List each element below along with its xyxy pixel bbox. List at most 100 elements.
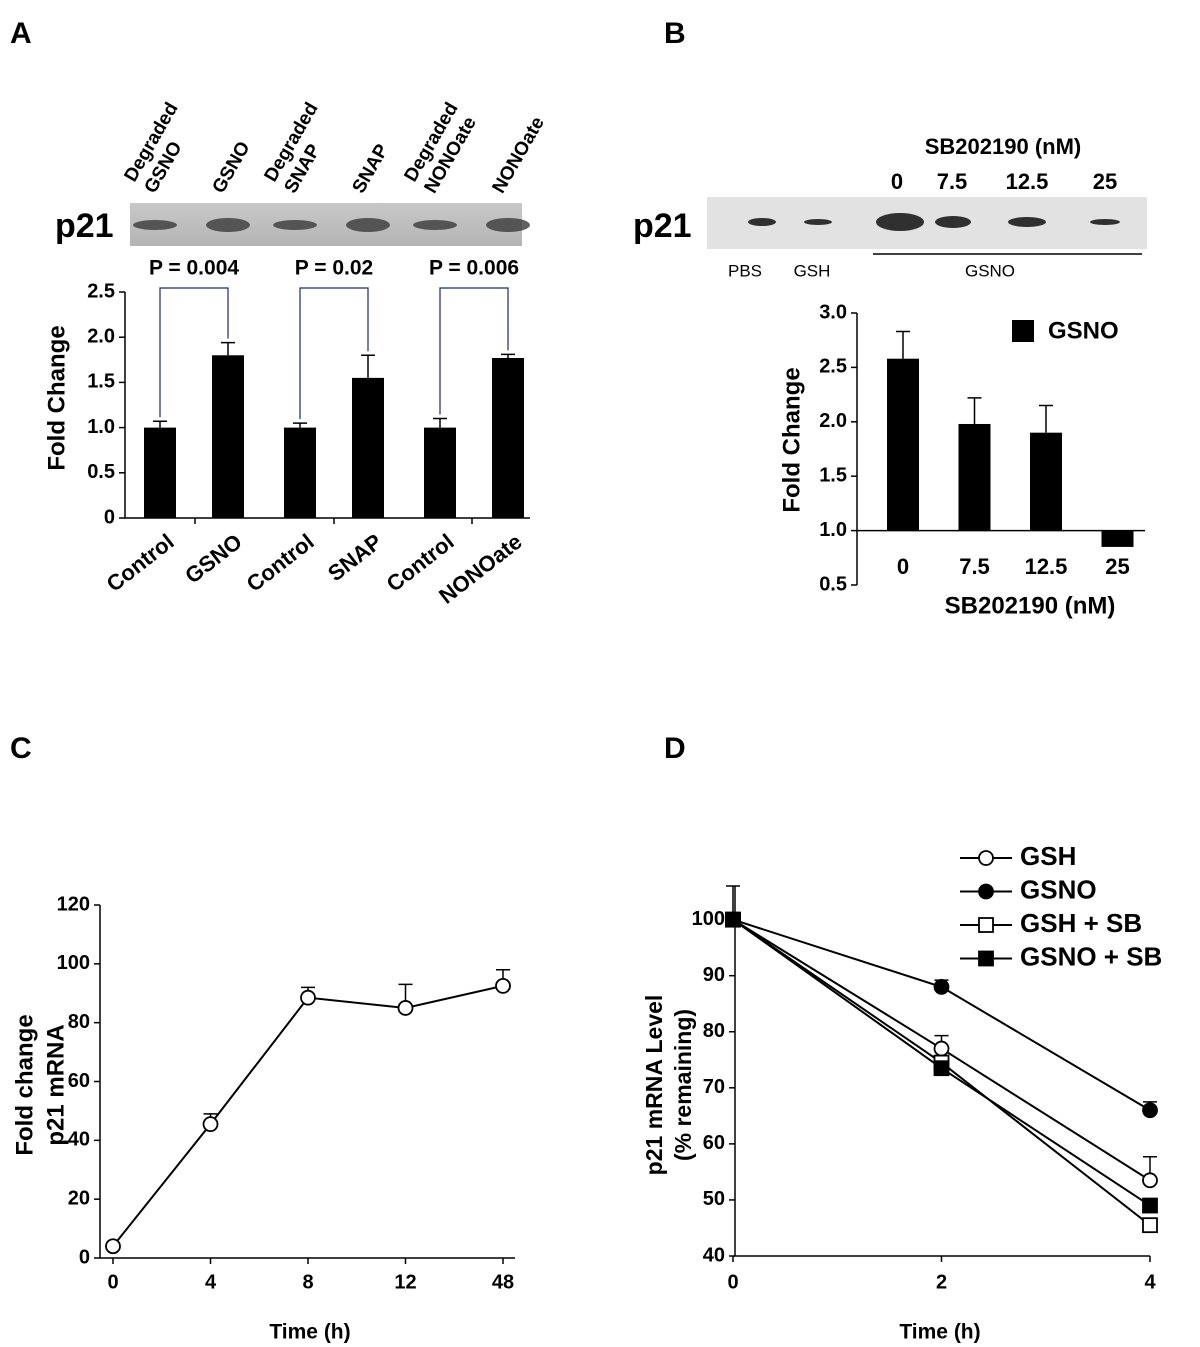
blot-band <box>935 216 971 228</box>
blot-band <box>346 218 390 232</box>
bar <box>424 427 456 518</box>
blot-band <box>1090 219 1120 225</box>
y-tick-label: 90 <box>703 964 725 986</box>
y-tick-label: 0 <box>104 506 115 528</box>
panel-label: D <box>664 732 686 765</box>
marker <box>495 977 511 994</box>
panel-label: C <box>10 732 32 765</box>
line <box>112 984 504 1247</box>
y-axis-label: Fold change <box>11 1014 38 1155</box>
legend-marker <box>978 917 994 933</box>
y-axis-label: (% remaining) <box>670 1009 696 1161</box>
blot-label: p21 <box>55 207 114 245</box>
p-value: P = 0.006 <box>429 257 519 280</box>
bar <box>887 358 919 531</box>
y-tick-label: 80 <box>703 1020 725 1042</box>
y-tick-label: 100 <box>57 952 90 974</box>
axis <box>124 292 530 519</box>
marker <box>725 911 741 928</box>
y-tick-label: 0 <box>79 1246 90 1268</box>
marker <box>1142 1172 1158 1189</box>
marker <box>933 1040 950 1057</box>
blot-dose: 12.5 <box>1006 169 1049 194</box>
marker <box>300 989 316 1006</box>
bar <box>958 423 991 531</box>
blot-band <box>748 218 776 226</box>
blot-image <box>707 197 1147 249</box>
error-bar <box>433 417 447 428</box>
y-tick-label: 80 <box>68 1011 90 1033</box>
y-axis-label: p21 mRNA Level <box>641 995 667 1176</box>
lane-label: SNAP <box>348 141 393 197</box>
marker <box>397 1000 414 1016</box>
p-value: P = 0.004 <box>149 257 239 280</box>
blot-condition: GSNO <box>965 261 1015 280</box>
y-tick-label: 2.0 <box>87 325 115 347</box>
blot-band <box>133 220 177 230</box>
error-bar <box>896 330 910 359</box>
error-bar <box>221 341 235 356</box>
legend-swatch <box>1012 320 1034 342</box>
y-tick-label: 1.5 <box>819 464 847 486</box>
y-tick-label: 2.0 <box>819 410 847 432</box>
y-tick-label: 1.0 <box>819 519 847 541</box>
x-tick-label: 7.5 <box>959 554 990 579</box>
blot-condition: PBS <box>728 261 762 280</box>
p-value-bracket <box>439 287 509 415</box>
y-tick-label: 20 <box>68 1187 90 1209</box>
x-axis-label: SB202190 (nM) <box>945 592 1116 619</box>
bar <box>144 427 176 518</box>
bar <box>492 357 524 518</box>
y-tick-label: 70 <box>703 1076 725 1098</box>
bar <box>1101 530 1134 547</box>
error-bar <box>967 397 982 424</box>
p-value-bracket <box>299 287 369 420</box>
blot-dose: 0 <box>891 169 903 194</box>
y-tick-label: 100 <box>692 908 725 930</box>
p-value: P = 0.02 <box>295 257 373 280</box>
x-tick-label: 4 <box>1144 1271 1156 1293</box>
bar <box>1030 432 1062 531</box>
y-axis-label: Fold Change <box>43 325 70 470</box>
legend-label: GSNO + SB <box>1020 941 1162 971</box>
marker <box>1142 1217 1158 1234</box>
x-tick-label: GSNO <box>180 529 246 589</box>
legend-label: GSH + SB <box>1020 908 1142 938</box>
blot-image <box>130 203 522 246</box>
blot-band <box>486 218 530 232</box>
legend-marker <box>978 883 994 900</box>
y-tick-label: 0.5 <box>819 573 847 595</box>
x-tick-label: 8 <box>302 1271 313 1293</box>
lane-label-line: GSNO <box>208 138 254 197</box>
blot-dose: 25 <box>1093 169 1117 194</box>
x-tick-label: 0 <box>107 1271 118 1293</box>
marker <box>105 1238 121 1255</box>
blot-band <box>206 218 250 232</box>
blot-dose-title: SB202190 (nM) <box>925 134 1082 159</box>
y-tick-label: 3.0 <box>819 301 847 323</box>
y-tick-label: 60 <box>703 1132 725 1154</box>
panel-label: A <box>10 17 32 50</box>
y-tick-label: 40 <box>703 1244 725 1266</box>
x-tick-label: 4 <box>205 1271 217 1293</box>
legend-marker <box>978 950 994 967</box>
y-axis-label: p21 mRNA <box>42 1024 69 1145</box>
x-tick-label: Control <box>242 529 319 597</box>
x-tick-label: 0 <box>727 1271 738 1293</box>
legend-label: GSNO <box>1048 317 1119 344</box>
blot-band <box>876 213 924 231</box>
blot-label: p21 <box>633 207 692 245</box>
x-tick-label: 48 <box>492 1271 514 1293</box>
marker <box>933 979 950 995</box>
x-tick-label: SNAP <box>323 529 387 586</box>
x-tick-label: 12.5 <box>1025 554 1068 579</box>
x-tick-label: 12 <box>394 1271 416 1293</box>
legend-label: GSNO <box>1020 874 1097 904</box>
legend-marker <box>978 850 994 866</box>
blot-band <box>413 220 457 230</box>
x-tick-label: Control <box>102 529 179 597</box>
